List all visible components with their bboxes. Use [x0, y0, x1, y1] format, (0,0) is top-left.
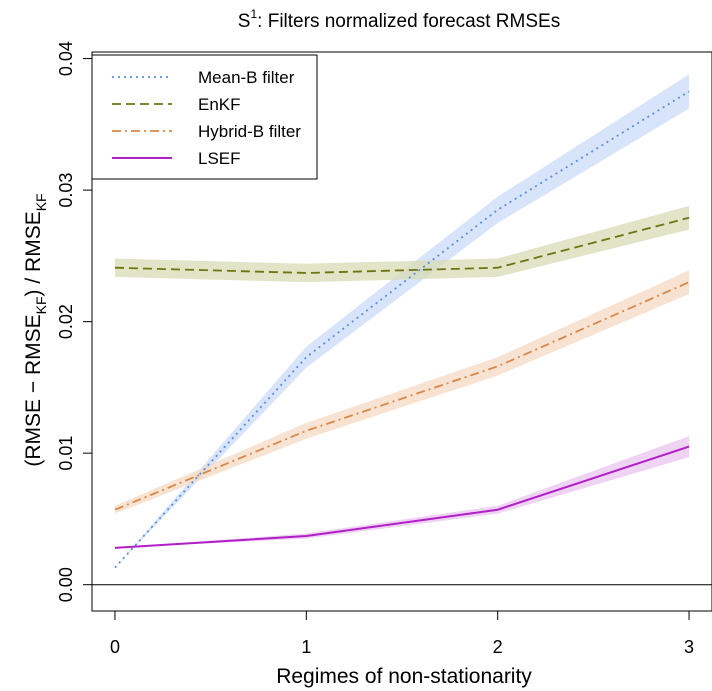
y-tick-label: 0.00: [56, 567, 76, 602]
x-tick-label: 1: [301, 637, 311, 657]
band-series-1: [114, 205, 690, 283]
legend-label: LSEF: [198, 149, 241, 168]
legend: Mean-B filter EnKF Hybrid-B filter LSEF: [91, 54, 318, 180]
x-tick-label: 3: [684, 637, 694, 657]
line-series-1: [114, 216, 690, 274]
y-axis-label-part1: (RMSE − RMSE: [22, 314, 45, 466]
legend-label: Mean-B filter: [198, 68, 295, 87]
y-axis-label-part2: ) / RMSE: [22, 211, 45, 296]
chart-title-main: S: [238, 11, 251, 32]
band-series-2: [114, 270, 690, 514]
y-tick-label: 0.03: [56, 173, 76, 208]
confidence-bands: [114, 74, 690, 568]
band-series-0: [114, 74, 690, 568]
x-axis-label: Regimes of non-stationarity: [276, 665, 532, 688]
y-axis: 0.00 0.01 0.02 0.03 0.04: [56, 41, 92, 602]
chart-title-superscript: 1: [250, 7, 257, 21]
chart-title-rest: : Filters normalized forecast RMSEs: [257, 11, 560, 32]
series-lines: [114, 90, 690, 569]
y-tick-label: 0.01: [56, 436, 76, 471]
x-axis: 0 1 2 3: [110, 611, 694, 657]
y-tick-label: 0.04: [56, 41, 76, 76]
x-tick-label: 2: [493, 637, 503, 657]
x-tick-label: 0: [110, 637, 120, 657]
legend-label: EnKF: [198, 95, 241, 114]
plot-frame: [91, 51, 712, 612]
line-series-3: [114, 445, 690, 549]
line-series-2: [114, 281, 690, 511]
y-axis-label: (RMSE − RMSEKF) / RMSEKF: [22, 193, 49, 466]
y-axis-label-sub1: KF: [33, 296, 49, 314]
chart-title: S1: Filters normalized forecast RMSEs: [238, 7, 560, 32]
y-axis-label-sub2: KF: [33, 193, 49, 211]
band-series-3: [114, 436, 690, 548]
y-tick-label: 0.02: [56, 304, 76, 339]
legend-label: Hybrid-B filter: [198, 122, 301, 141]
